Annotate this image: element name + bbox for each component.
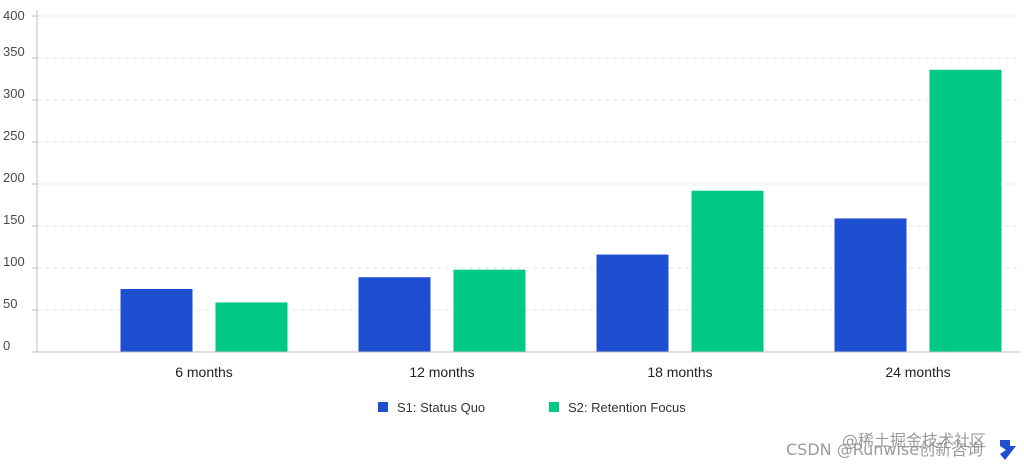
y-tick-label: 350 [3, 44, 25, 59]
y-tick-label: 200 [3, 170, 25, 185]
bar-s1-6-months [120, 289, 193, 352]
y-axis-tick-labels: 0 50 100 150 200 250 300 350 400 [3, 8, 37, 353]
bars [120, 69, 1002, 352]
bar-s2-18-months [691, 190, 764, 352]
watermark-overlay-text: @稀土掘金技术社区 [842, 431, 986, 450]
y-tick-label: 150 [3, 212, 25, 227]
legend: S1: Status Quo S2: Retention Focus [378, 400, 686, 415]
watermark-text: CSDN @Runwise创新咨询 [786, 440, 983, 459]
bar-s1-12-months [358, 277, 431, 352]
watermark: @稀土掘金技术社区 CSDN @Runwise创新咨询 [786, 431, 1016, 460]
x-category-label: 12 months [409, 364, 474, 380]
bar-s1-18-months [596, 254, 669, 352]
x-axis-category-labels: 6 months 12 months 18 months 24 months [175, 364, 950, 380]
y-tick-label: 0 [3, 338, 10, 353]
legend-label: S2: Retention Focus [568, 400, 686, 415]
bar-s2-24-months [929, 69, 1002, 352]
bar-s2-12-months [453, 269, 526, 352]
y-tick-label: 400 [3, 8, 25, 23]
y-tick-label: 300 [3, 86, 25, 101]
legend-swatch [378, 402, 388, 412]
bar-s2-6-months [215, 302, 288, 352]
grid-lines [37, 15, 1020, 311]
y-tick-label: 250 [3, 128, 25, 143]
x-category-label: 24 months [885, 364, 950, 380]
x-category-label: 18 months [647, 364, 712, 380]
y-tick-label: 50 [3, 296, 17, 311]
y-tick-label: 100 [3, 254, 25, 269]
bar-s1-24-months [834, 218, 907, 352]
x-category-label: 6 months [175, 364, 233, 380]
legend-label: S1: Status Quo [397, 400, 485, 415]
legend-swatch [549, 402, 559, 412]
watermark-logo [1000, 440, 1016, 460]
